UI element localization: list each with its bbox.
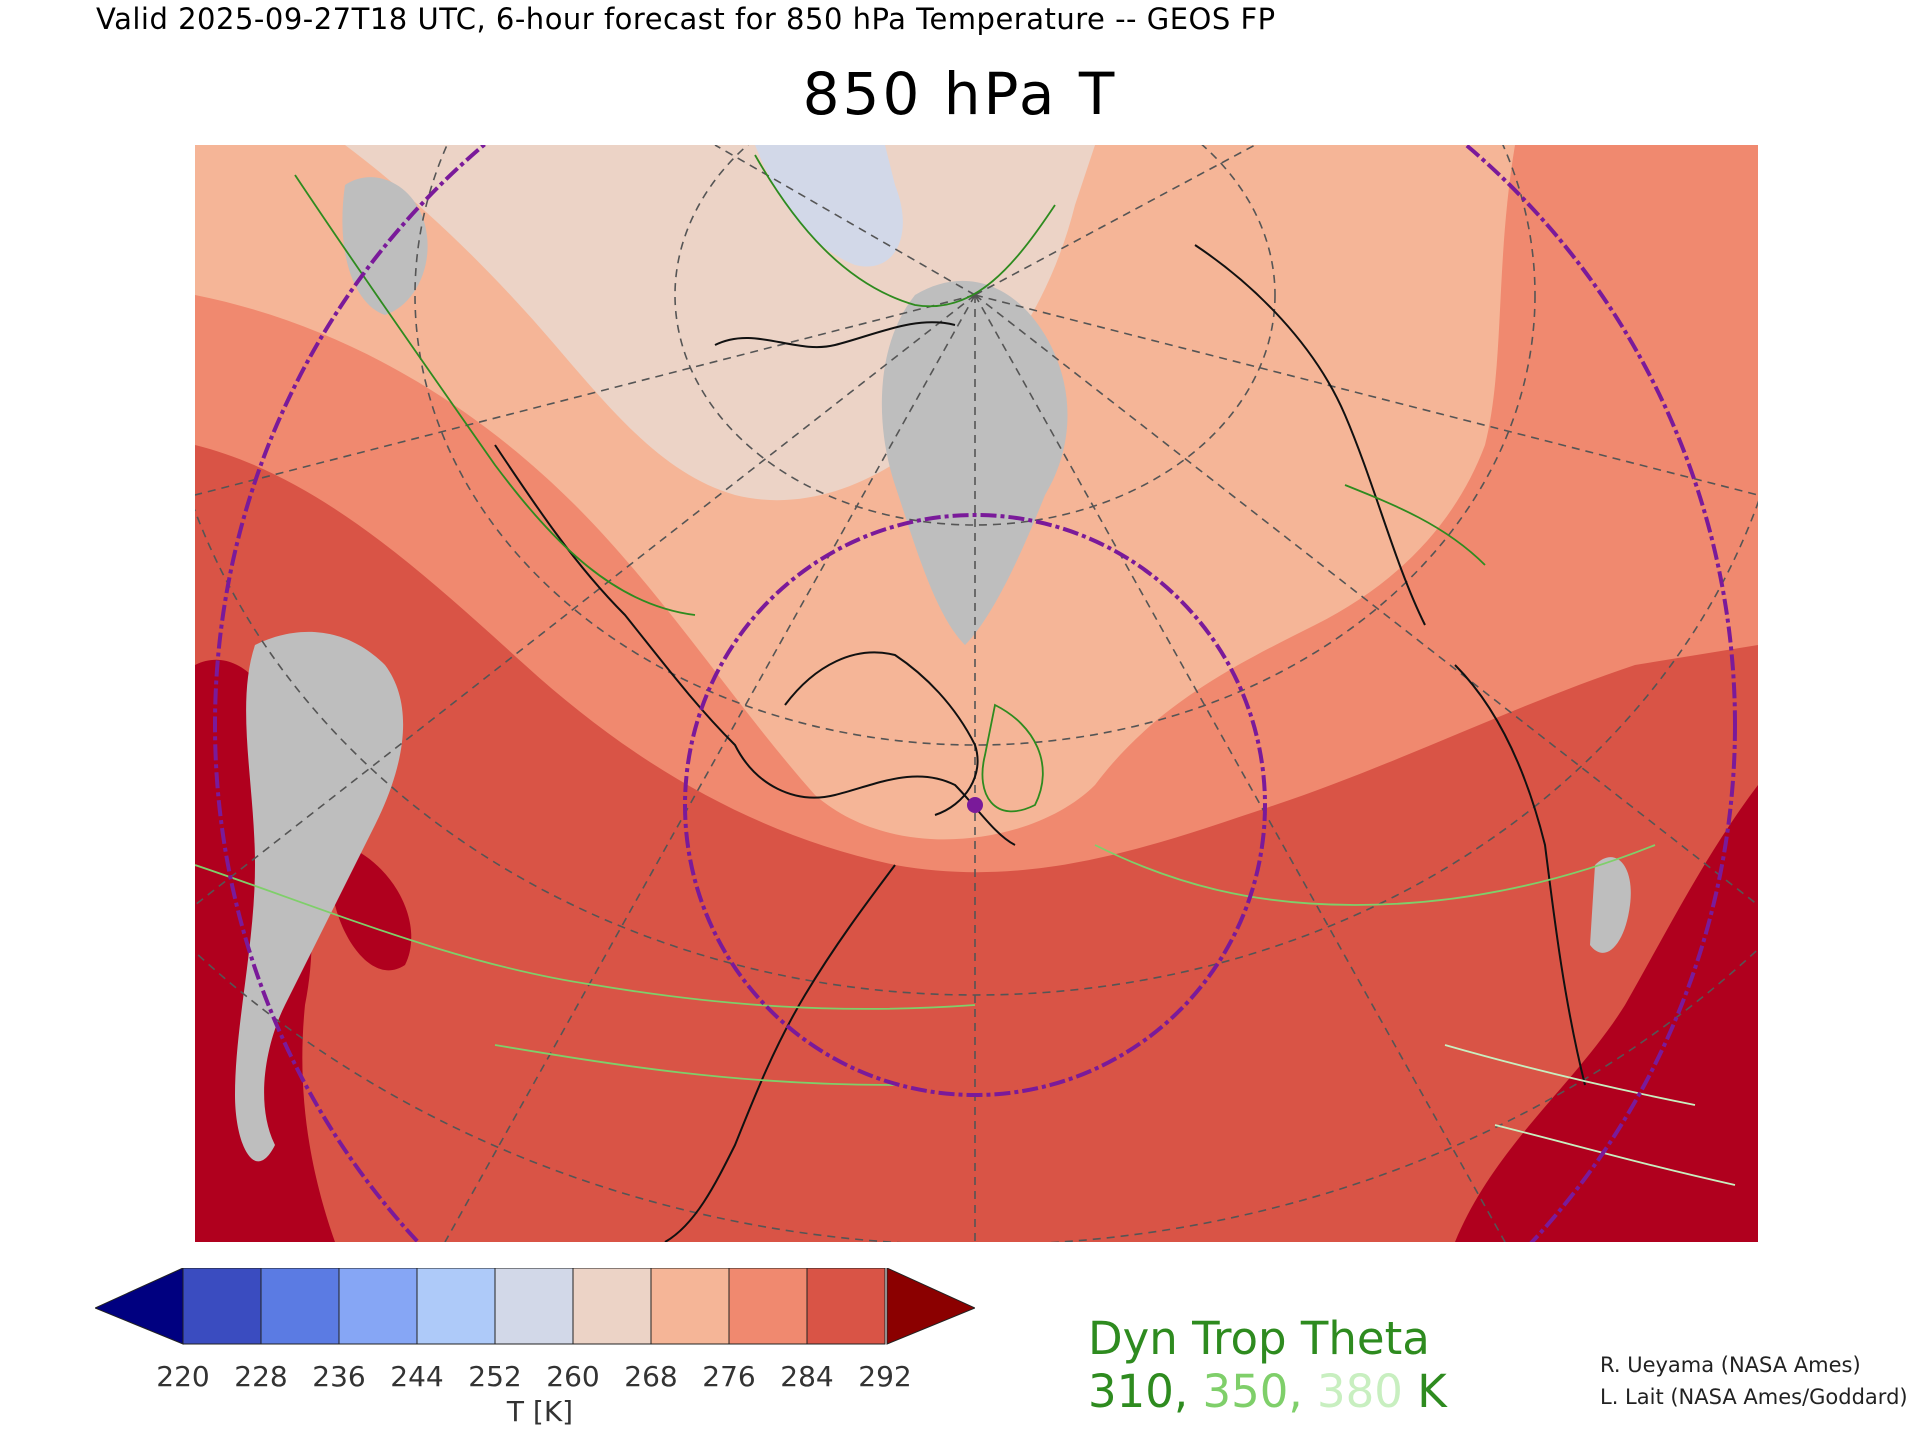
colorbar-tick-label: 292	[858, 1360, 912, 1393]
graticule	[195, 145, 1758, 1242]
colorbar-cell	[728, 1267, 808, 1345]
colorbar	[93, 1267, 977, 1348]
colorbar-tick-label: 284	[780, 1360, 834, 1393]
legend-value-350: 350	[1202, 1365, 1289, 1418]
legend-value-310: 310	[1088, 1365, 1174, 1418]
temp-band-268-276	[195, 145, 1515, 840]
temp-band-below-252-asia	[1590, 857, 1631, 953]
colorbar-cell	[494, 1267, 574, 1345]
colorbar-tick-label: 252	[468, 1360, 522, 1393]
trop-theta-legend-values: 310, 350, 380 K	[1088, 1365, 1447, 1418]
trop-theta-contours	[195, 154, 1736, 1186]
colorbar-tick-label: 268	[624, 1360, 678, 1393]
range-rings	[213, 145, 1737, 1242]
temp-band-above-292-mid	[335, 845, 412, 971]
colorbar-cell	[260, 1267, 340, 1345]
temp-band-284-292	[195, 445, 1758, 1242]
colorbar-cells	[182, 1267, 886, 1345]
colorbar-cell	[338, 1267, 418, 1345]
trop-theta-legend-title: Dyn Trop Theta	[1088, 1312, 1430, 1365]
colorbar-label: T [K]	[506, 1395, 574, 1428]
colorbar-tick-label: 244	[390, 1360, 444, 1393]
temp-band-below-252-greenland	[881, 280, 1068, 645]
colorbar-cell	[182, 1267, 262, 1345]
temp-band-252-260	[755, 145, 903, 267]
colorbar-tick-label: 276	[702, 1360, 756, 1393]
center-marker	[967, 797, 983, 813]
credit-line-1: R. Ueyama (NASA Ames)	[1600, 1353, 1861, 1377]
colorbar-tick-label: 260	[546, 1360, 600, 1393]
colorbar-cell	[806, 1267, 886, 1345]
colorbar-cell	[650, 1267, 730, 1345]
legend-value-380: 380	[1317, 1365, 1403, 1418]
temp-band-below-252-rockies	[235, 631, 404, 1162]
colorbar-cell	[416, 1267, 496, 1345]
colorbar-tick-label: 228	[234, 1360, 288, 1393]
colorbar-underflow	[93, 1267, 184, 1345]
map-title: 850 hPa T	[802, 60, 1118, 128]
colorbar-tick-label: 220	[156, 1360, 210, 1393]
colorbar-cell	[572, 1267, 652, 1345]
forecast-valid-line: Valid 2025-09-27T18 UTC, 6-hour forecast…	[96, 2, 1276, 36]
legend-separator: ,	[1288, 1365, 1318, 1418]
colorbar-tick-label: 236	[312, 1360, 366, 1393]
colorbar-overflow	[886, 1267, 977, 1345]
credit-line-2: L. Lait (NASA Ames/Goddard)	[1600, 1385, 1908, 1409]
temperature-map	[195, 145, 1758, 1242]
temp-band-above-292-east	[1455, 785, 1758, 1242]
legend-unit: K	[1402, 1365, 1447, 1418]
coastlines	[494, 244, 1586, 1242]
colorbar-svg	[93, 1267, 977, 1345]
map-canvas	[195, 145, 1758, 1242]
legend-separator: ,	[1173, 1365, 1203, 1418]
